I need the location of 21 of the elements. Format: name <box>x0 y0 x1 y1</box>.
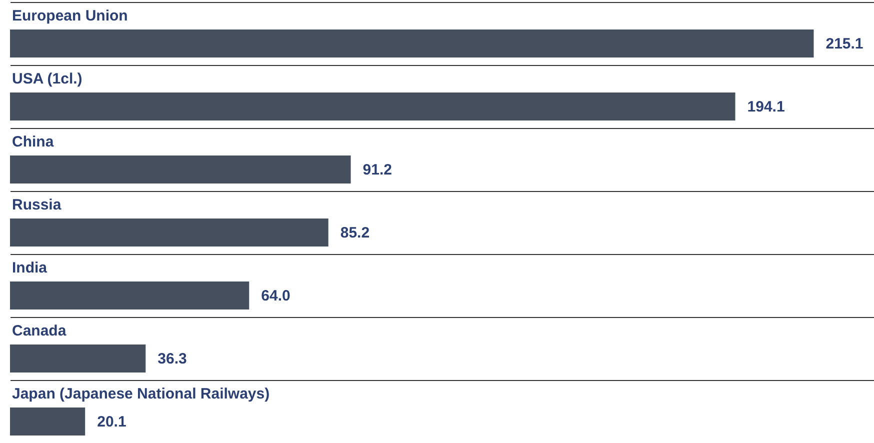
y-tick-label: India <box>12 260 48 276</box>
bar <box>10 30 814 58</box>
data-label: 36.3 <box>158 350 187 368</box>
bar <box>10 156 351 184</box>
data-label: 215.1 <box>826 36 864 52</box>
bar <box>10 344 146 372</box>
data-label: 20.1 <box>97 414 126 430</box>
y-tick-label: Canada <box>12 322 67 340</box>
bar <box>10 408 86 436</box>
y-tick-label: USA (1cl.) <box>12 70 82 88</box>
y-tick-label: European Union <box>12 8 128 24</box>
data-label: 64.0 <box>261 288 290 304</box>
bar <box>10 282 250 310</box>
bar <box>10 218 328 246</box>
data-label: 85.2 <box>340 224 370 242</box>
bar <box>10 92 736 120</box>
data-label: 91.2 <box>362 162 392 178</box>
y-tick-label: Japan (Japanese National Railways) <box>12 386 270 402</box>
data-label: 194.1 <box>747 98 785 116</box>
y-tick-label: China <box>12 134 54 150</box>
y-tick-label: Russia <box>12 196 62 214</box>
